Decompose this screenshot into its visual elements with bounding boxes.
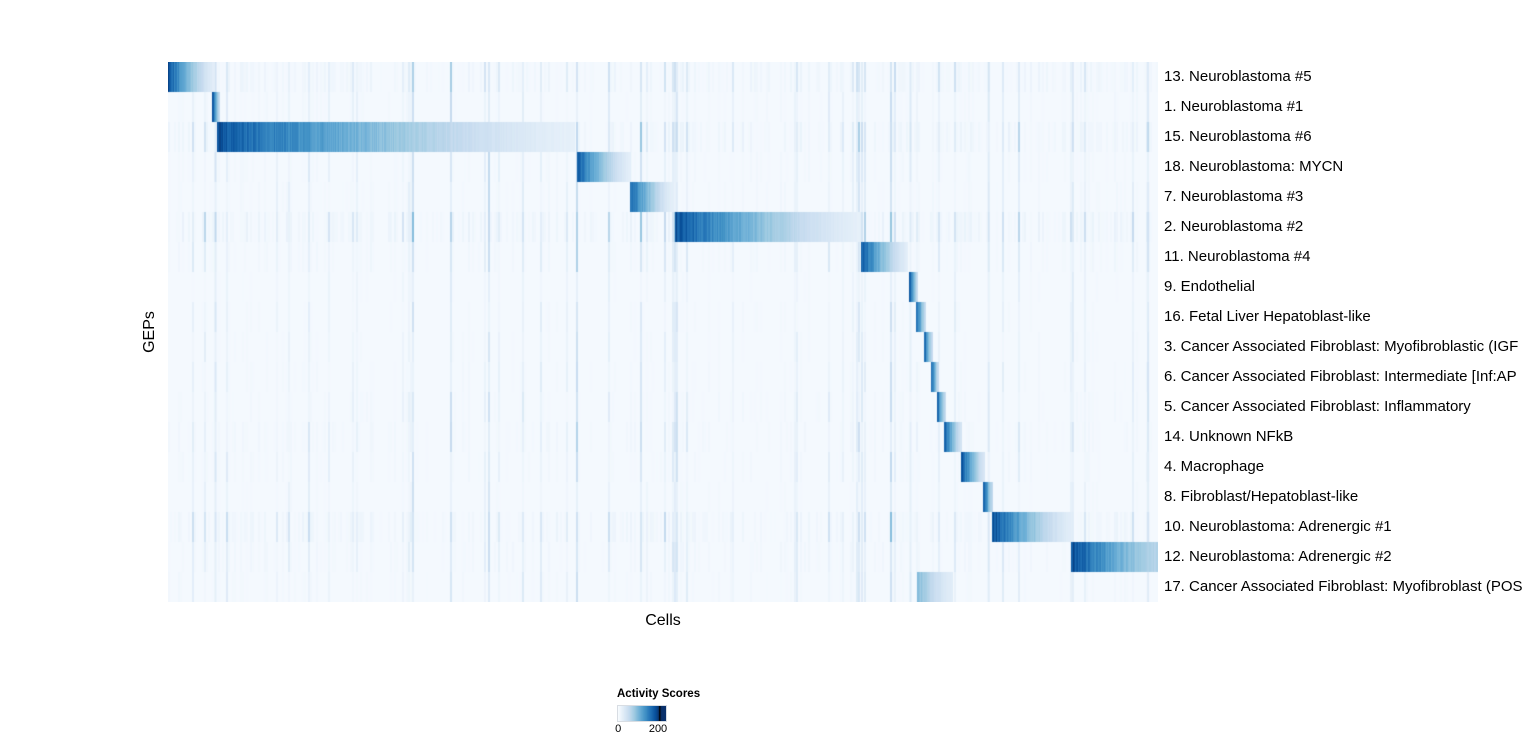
row-label: 12. Neuroblastoma: Adrenergic #2	[1164, 548, 1392, 565]
row-label: 3. Cancer Associated Fibroblast: Myofibr…	[1164, 338, 1519, 355]
row-label: 10. Neuroblastoma: Adrenergic #1	[1164, 518, 1392, 535]
row-label: 11. Neuroblastoma #4	[1164, 248, 1311, 265]
heatmap-plot-area	[168, 62, 1158, 602]
row-label: 1. Neuroblastoma #1	[1164, 98, 1304, 115]
legend: Activity Scores 0 200	[615, 688, 737, 737]
legend-colorbar	[617, 705, 667, 722]
row-label: 15. Neuroblastoma #6	[1164, 128, 1312, 145]
row-label: 9. Endothelial	[1164, 278, 1255, 295]
legend-max-label: 200	[648, 723, 668, 735]
y-axis-label: GEPs	[141, 311, 158, 353]
row-labels: 13. Neuroblastoma #5 1. Neuroblastoma #1 1…	[1164, 62, 1540, 602]
x-axis-label: Cells	[645, 612, 681, 629]
row-label: 18. Neuroblastoma: MYCN	[1164, 158, 1344, 175]
row-label: 8. Fibroblast/Hepatoblast-like	[1164, 488, 1359, 505]
row-label: 17. Cancer Associated Fibroblast: Myofib…	[1164, 578, 1523, 595]
row-label: 13. Neuroblastoma #5	[1164, 68, 1312, 85]
row-label: 6. Cancer Associated Fibroblast: Interme…	[1164, 368, 1517, 385]
row-label: 7. Neuroblastoma #3	[1164, 188, 1304, 205]
row-label: 16. Fetal Liver Hepatoblast-like	[1164, 308, 1371, 325]
row-label: 4. Macrophage	[1164, 458, 1265, 475]
heatmap-canvas	[168, 62, 1158, 602]
legend-colorbar-wrap	[617, 705, 667, 722]
row-label: 14. Unknown NFkB	[1164, 428, 1294, 445]
legend-ticks: 0 200	[615, 723, 677, 737]
row-label: 5. Cancer Associated Fibroblast: Inflamm…	[1164, 398, 1471, 415]
legend-min-label: 0	[615, 723, 622, 735]
legend-title: Activity Scores	[617, 688, 701, 700]
row-label: 2. Neuroblastoma #2	[1164, 218, 1304, 235]
